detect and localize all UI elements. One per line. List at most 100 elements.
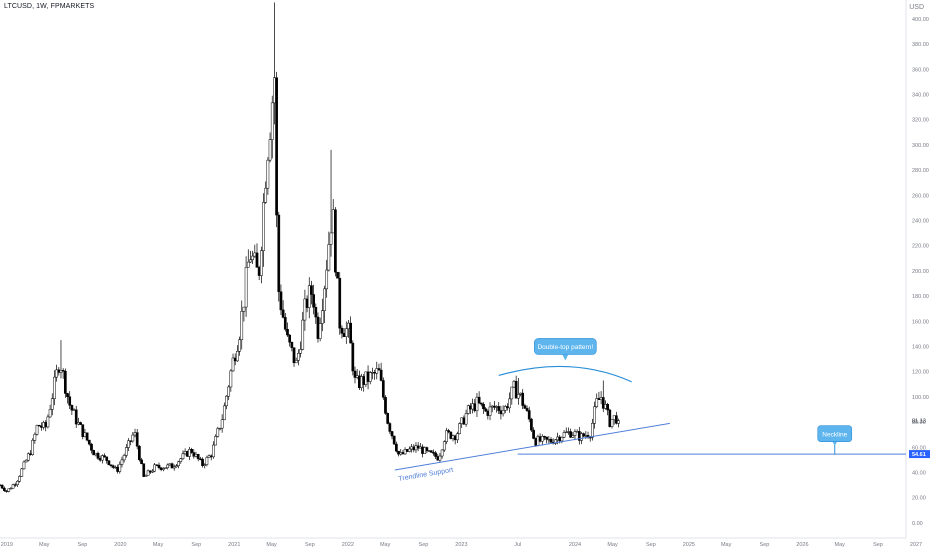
candle-up [18, 476, 21, 482]
candle-up [414, 445, 418, 451]
candle-up [442, 441, 446, 451]
candle-up [114, 466, 117, 469]
candle-up [220, 419, 224, 429]
y-tick-label: 220.00 [912, 244, 929, 250]
candle-up [547, 439, 551, 441]
y-tick-label: 240.00 [912, 218, 929, 224]
candle-up [131, 434, 135, 442]
candle-down [486, 410, 490, 416]
candle-down [388, 423, 392, 432]
candle-down [390, 431, 394, 437]
neckline-callout[interactable] [817, 425, 853, 442]
candle-up [562, 432, 566, 438]
y-tick-label: 160.00 [912, 319, 929, 325]
candle-down [482, 403, 485, 409]
candle-up [151, 470, 154, 473]
candle-up [410, 446, 413, 450]
candle-down [479, 402, 483, 405]
candle-down [597, 398, 601, 400]
candle-down [316, 316, 320, 339]
candle-down [92, 450, 95, 456]
candle-down [527, 410, 531, 420]
candle-down [447, 430, 450, 433]
symbol-title: LTCUSD, 1W, FPMARKETS [4, 3, 95, 10]
candle-up [242, 306, 246, 312]
candle-up [50, 398, 54, 410]
candle-up [172, 466, 176, 469]
candle-down [521, 392, 525, 406]
candle-up [266, 159, 270, 189]
candle-down [140, 459, 143, 464]
time-axis[interactable]: 2019 May Sep 2020 May Sep 2021 May Sep 2022 May Sep… [1, 542, 922, 548]
candle-up [144, 475, 148, 477]
candle-up [564, 431, 568, 434]
candle-down [277, 214, 281, 293]
candle-up [456, 433, 459, 441]
candle-up [580, 433, 583, 441]
candle-up [323, 288, 326, 311]
trendline-support[interactable] [394, 422, 670, 471]
candle-up [244, 267, 248, 308]
candle-down [107, 460, 111, 466]
candle-up [303, 298, 307, 321]
double-top-arc[interactable] [498, 365, 632, 383]
candle-down [170, 463, 174, 469]
x-tick-label: Sep [191, 542, 201, 548]
candle-up [440, 449, 444, 457]
candle-up [225, 395, 228, 407]
candle-down [558, 436, 562, 442]
candle-down [351, 342, 355, 372]
candle-up [83, 432, 87, 437]
candle-up [222, 405, 226, 421]
candle-up [183, 451, 187, 455]
candle-up [510, 386, 514, 400]
candle-up [122, 455, 126, 461]
candle-down [538, 436, 542, 442]
y-tick-label: 360.00 [912, 67, 929, 73]
candle-up [560, 437, 564, 442]
candle-down [192, 452, 196, 457]
candle-down [109, 464, 113, 467]
candle-up [218, 427, 222, 430]
candle-down [90, 443, 93, 451]
candle-down [543, 436, 546, 438]
candle-up [501, 410, 505, 415]
candle-down [416, 445, 420, 449]
candle-up [214, 436, 217, 446]
candle-up [246, 261, 250, 268]
candle-down [209, 455, 213, 458]
candle-up [227, 386, 231, 397]
candle-up [16, 480, 19, 485]
candle-up [259, 250, 263, 276]
candle-down [334, 209, 337, 273]
current-price-label: 81.13 [912, 419, 926, 425]
candle-down [105, 456, 109, 461]
candle-up [325, 269, 329, 290]
y-tick-label: 400.00 [912, 17, 929, 23]
price-axis[interactable]: 400.00 380.00 360.00 340.00 320.00 300.00 280.… [909, 17, 930, 527]
candle-down [190, 449, 194, 453]
candle-down [532, 429, 535, 439]
x-tick-label: Sep [760, 542, 770, 548]
candle-up [327, 244, 331, 271]
y-tick-label: 120.00 [912, 370, 929, 376]
candle-down [305, 298, 309, 308]
candle-up [77, 422, 80, 425]
candle-down [155, 464, 159, 466]
candle-up [475, 396, 479, 411]
candle-up [573, 431, 577, 436]
candle-up [164, 467, 167, 469]
x-tick-label: 2021 [228, 542, 240, 548]
candle-up [595, 398, 599, 407]
candle-up [42, 422, 45, 428]
candle-up [188, 449, 191, 457]
y-tick-label: 200.00 [912, 269, 929, 275]
candle-down [477, 396, 481, 404]
candle-up [556, 436, 559, 441]
candle-up [599, 397, 603, 400]
candle-down [159, 467, 163, 470]
candle-up [488, 406, 492, 416]
